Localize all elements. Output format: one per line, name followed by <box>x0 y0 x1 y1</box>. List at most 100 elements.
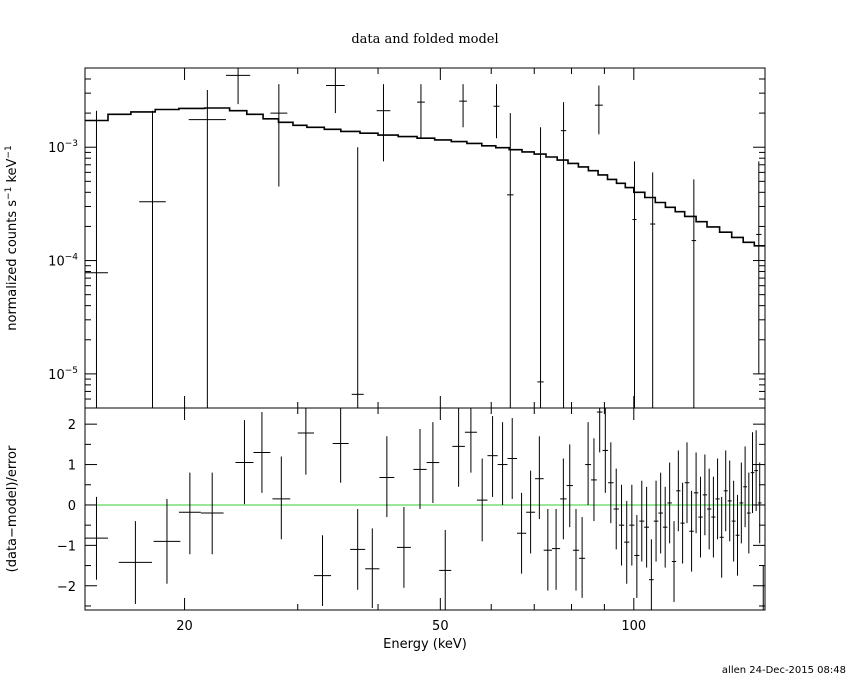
y-label-exp: −1 <box>4 145 14 158</box>
data-point <box>596 408 603 453</box>
data-point <box>707 468 712 550</box>
data-point <box>754 430 758 512</box>
chart-title: data and folded model <box>351 32 498 47</box>
data-point <box>572 509 580 591</box>
data-point <box>464 408 477 473</box>
y-tick-label: 10−4 <box>48 253 78 270</box>
x-tick-label: 50 <box>432 619 449 634</box>
data-point <box>750 432 755 514</box>
data-point <box>691 179 697 408</box>
data-point <box>653 480 659 562</box>
residual-axis-ticks: 2 1 0 −1 −2 <box>57 418 765 607</box>
data-point <box>560 102 567 408</box>
data-point <box>680 482 685 564</box>
data-point <box>507 113 514 408</box>
data-point <box>272 456 291 540</box>
y-label-part: keV <box>5 158 20 186</box>
data-point <box>118 521 153 604</box>
data-point <box>667 462 672 544</box>
data-point <box>650 172 656 408</box>
data-point <box>662 486 668 568</box>
x-tick-label: 20 <box>176 619 193 634</box>
data-point <box>727 460 732 542</box>
data-point <box>658 472 663 554</box>
data-point <box>757 462 762 544</box>
data-point <box>85 496 108 580</box>
data-point <box>297 408 315 475</box>
x-tick-label: 100 <box>621 619 646 634</box>
data-point <box>608 442 614 524</box>
data-point <box>585 422 592 505</box>
data-point <box>270 84 288 187</box>
data-point <box>487 416 498 497</box>
data-point <box>188 89 226 408</box>
y-axis-label-spectrum: normalized counts s−1 keV−1 <box>4 145 20 330</box>
data-point <box>624 500 630 584</box>
spectrum-panel: 10−5 10−4 10−3 <box>48 67 766 409</box>
footer-stamp: allen 24-Dec-2015 08:48 <box>722 665 846 676</box>
spectrum-axis-ticks: 10−5 10−4 10−3 <box>48 67 765 400</box>
data-point <box>591 438 597 522</box>
y-tick-label: 0 <box>68 499 76 514</box>
spectrum-data-points <box>85 68 762 408</box>
data-point <box>702 454 708 536</box>
data-point <box>689 490 694 572</box>
data-point <box>537 127 544 408</box>
y-tick-label: 2 <box>68 418 76 433</box>
y-tick-label: −2 <box>57 580 76 595</box>
data-point <box>618 484 625 566</box>
data-point <box>743 446 747 528</box>
data-point <box>715 458 720 540</box>
data-point <box>719 496 724 578</box>
data-point <box>711 476 716 558</box>
folded-model-curve <box>85 107 765 247</box>
energy-axis-ticks: 20 50 100 <box>176 68 646 634</box>
data-point <box>594 85 603 135</box>
data-point <box>746 472 751 554</box>
model-step-line <box>85 107 765 247</box>
data-point <box>332 408 349 483</box>
data-point <box>350 509 366 590</box>
data-point <box>693 452 699 534</box>
data-point <box>417 84 425 139</box>
data-point <box>639 480 645 562</box>
x-axis-label: Energy (keV) <box>383 637 467 652</box>
residual-data-points <box>85 408 765 610</box>
y-label-exp: −1 <box>4 187 14 200</box>
data-point <box>200 472 224 555</box>
data-point <box>535 436 544 520</box>
data-point <box>85 110 108 408</box>
data-point <box>516 492 527 574</box>
data-point <box>396 506 411 588</box>
data-point <box>253 412 271 493</box>
data-point <box>671 521 677 602</box>
data-point <box>629 484 635 566</box>
data-point <box>613 468 619 550</box>
y-tick-label: 10−5 <box>48 366 78 383</box>
data-point <box>526 470 536 554</box>
data-point <box>379 436 395 518</box>
data-point <box>684 442 690 524</box>
residual-frame <box>84 407 766 611</box>
y-label-part: normalized counts s <box>5 200 20 331</box>
data-point <box>552 509 561 590</box>
data-point <box>426 422 440 503</box>
data-point <box>376 84 391 162</box>
data-point <box>459 84 467 128</box>
data-point <box>493 84 500 139</box>
data-point <box>497 422 508 505</box>
data-point <box>644 486 650 568</box>
data-point <box>756 161 762 374</box>
data-point <box>698 476 703 558</box>
data-point <box>139 110 166 408</box>
data-point <box>507 418 517 499</box>
data-point <box>413 429 427 509</box>
y-axis-label-residual: (data−model)/error <box>5 445 20 572</box>
data-point <box>731 480 736 562</box>
data-point <box>723 450 728 532</box>
data-point <box>314 535 332 606</box>
data-point <box>351 147 364 408</box>
data-point <box>676 450 681 532</box>
data-point <box>365 528 380 608</box>
